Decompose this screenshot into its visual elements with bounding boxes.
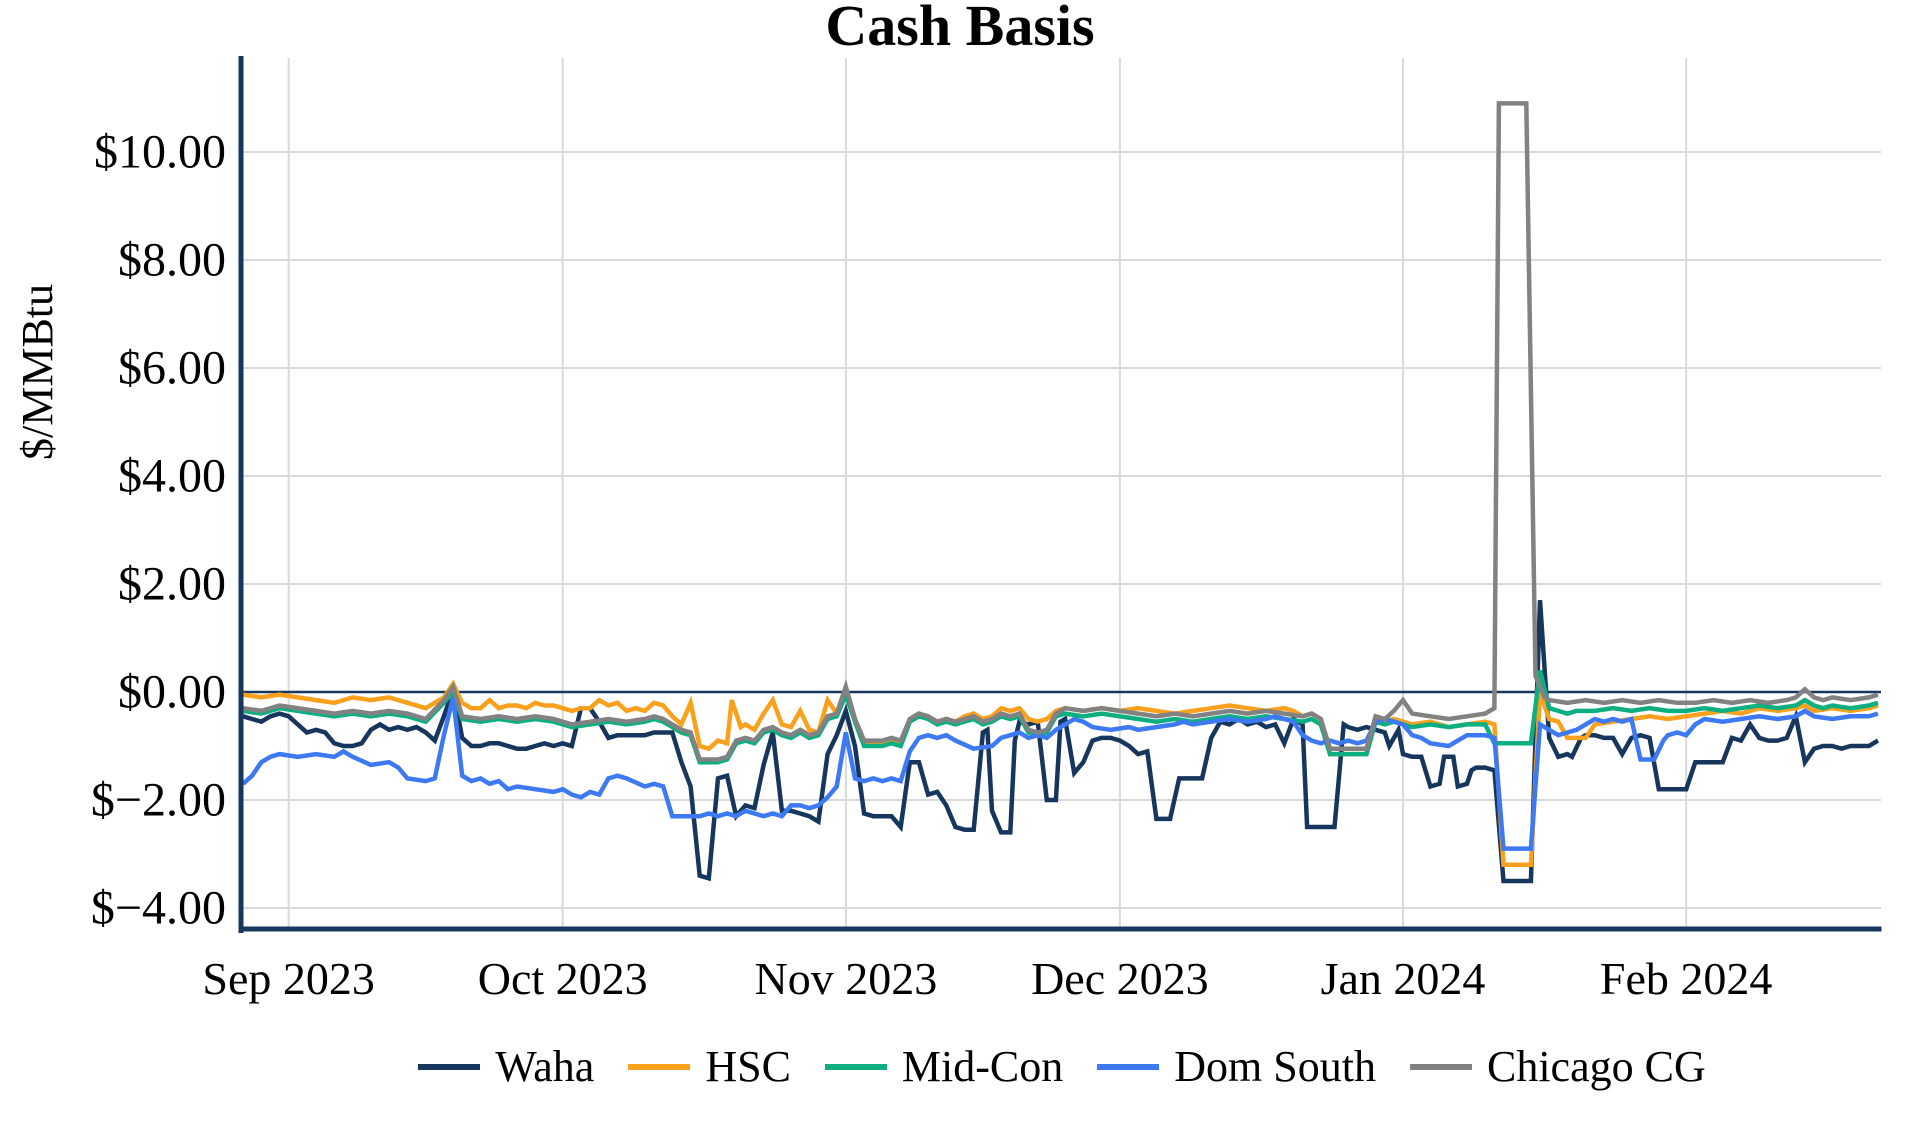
legend-item-hsc: HSC xyxy=(628,1041,791,1093)
legend-swatch-icon xyxy=(628,1064,691,1070)
series-line-dom-south xyxy=(241,696,1879,851)
y-tick-label: $4.00 xyxy=(118,449,226,503)
legend-item-dom-south: Dom South xyxy=(1097,1041,1376,1093)
chart-title: Cash Basis xyxy=(825,0,1095,58)
x-tick-label: Oct 2023 xyxy=(477,953,648,1004)
x-tick-label: Sep 2023 xyxy=(202,953,375,1004)
legend-label: Waha xyxy=(495,1042,595,1091)
series-line-waha xyxy=(242,600,1880,884)
y-tick-label: $−4.00 xyxy=(90,881,226,935)
y-tick-label: $−2.00 xyxy=(90,773,226,827)
y-axis-label: $/MMBtu xyxy=(13,283,62,461)
x-axis-spine xyxy=(238,926,1882,932)
y-tick-label: $6.00 xyxy=(118,341,226,395)
x-tick-label: Jan 2024 xyxy=(1320,953,1486,1004)
y-axis-spine xyxy=(238,56,244,933)
legend-swatch-icon xyxy=(1409,1064,1472,1070)
legend-label: Mid-Con xyxy=(901,1042,1064,1091)
legend-swatch-icon xyxy=(1097,1064,1160,1070)
legend-label: Dom South xyxy=(1174,1042,1376,1091)
y-tick-label: $10.00 xyxy=(94,125,226,179)
legend-item-chicago-cg: Chicago CG xyxy=(1409,1041,1706,1093)
legend-label: Chicago CG xyxy=(1486,1042,1706,1091)
y-tick-label: $0.00 xyxy=(118,665,226,719)
legend-swatch-icon xyxy=(418,1064,481,1070)
x-tick-label: Dec 2023 xyxy=(1031,953,1209,1004)
y-tick-label: $8.00 xyxy=(118,233,226,287)
legend-item-waha: Waha xyxy=(418,1041,594,1093)
legend-swatch-icon xyxy=(824,1064,887,1070)
legend: Waha HSC Mid-Con Dom South Chicago CG xyxy=(243,1036,1881,1098)
x-tick-label: Nov 2023 xyxy=(754,953,938,1004)
series-line-chicago-cg xyxy=(242,101,1879,762)
x-tick-label: Feb 2024 xyxy=(1599,953,1773,1004)
y-tick-label: $2.00 xyxy=(118,557,226,611)
legend-item-mid-con: Mid-Con xyxy=(824,1041,1064,1093)
series-line-mid-con xyxy=(242,669,1879,765)
legend-label: HSC xyxy=(705,1042,791,1091)
